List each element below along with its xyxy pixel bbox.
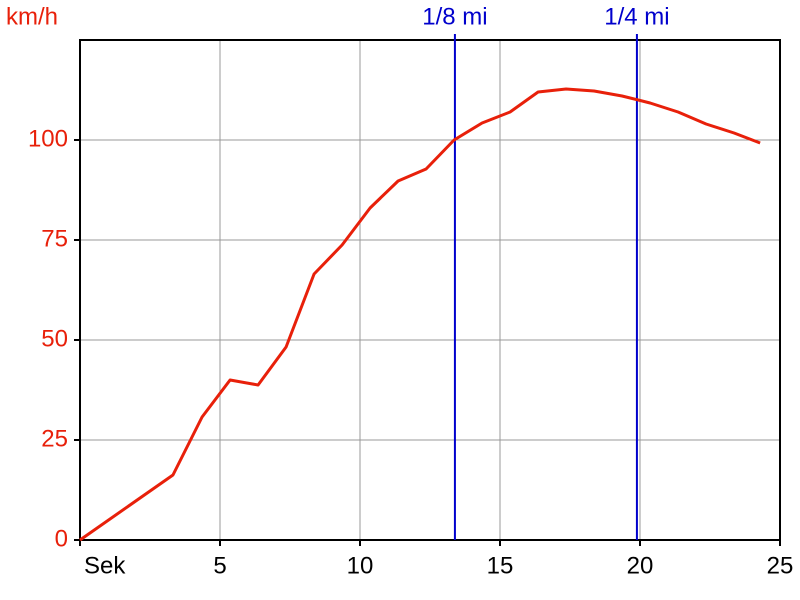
y-tick-label: 75 xyxy=(41,225,68,252)
speed-line xyxy=(79,87,761,542)
x-tick-label: 25 xyxy=(767,552,794,579)
plot-frame xyxy=(79,39,781,541)
x-tick-label: 15 xyxy=(487,552,514,579)
x-tick-label: 5 xyxy=(213,552,226,579)
y-tick-label: 0 xyxy=(55,525,68,552)
x-tick-label: Sek xyxy=(84,552,126,579)
x-tick-label: 10 xyxy=(347,552,374,579)
distance-marker-label: 1/4 mi xyxy=(604,3,669,30)
y-tick-label: 25 xyxy=(41,425,68,452)
distance-marker-label: 1/8 mi xyxy=(422,3,487,30)
x-tick-label: 20 xyxy=(627,552,654,579)
y-tick-label: 100 xyxy=(28,125,68,152)
y-axis-label: km/h xyxy=(6,3,58,30)
y-tick-label: 50 xyxy=(41,325,68,352)
